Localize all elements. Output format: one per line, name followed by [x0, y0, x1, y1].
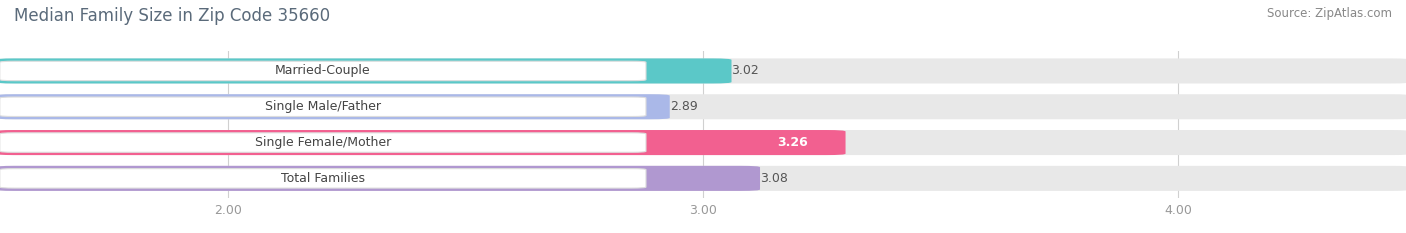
Text: Total Families: Total Families	[281, 172, 366, 185]
Text: 3.02: 3.02	[731, 65, 759, 77]
Text: 3.26: 3.26	[776, 136, 807, 149]
FancyBboxPatch shape	[0, 169, 645, 188]
Text: Single Male/Father: Single Male/Father	[264, 100, 381, 113]
Text: Median Family Size in Zip Code 35660: Median Family Size in Zip Code 35660	[14, 7, 330, 25]
FancyBboxPatch shape	[0, 94, 669, 119]
FancyBboxPatch shape	[0, 130, 845, 155]
Text: 2.89: 2.89	[669, 100, 697, 113]
FancyBboxPatch shape	[0, 58, 1406, 83]
Text: 3.08: 3.08	[761, 172, 787, 185]
Text: Single Female/Mother: Single Female/Mother	[254, 136, 391, 149]
FancyBboxPatch shape	[0, 58, 731, 83]
FancyBboxPatch shape	[0, 61, 645, 81]
Text: Source: ZipAtlas.com: Source: ZipAtlas.com	[1267, 7, 1392, 20]
FancyBboxPatch shape	[0, 94, 1406, 119]
Text: Married-Couple: Married-Couple	[276, 65, 371, 77]
FancyBboxPatch shape	[0, 97, 645, 116]
FancyBboxPatch shape	[0, 166, 1406, 191]
FancyBboxPatch shape	[0, 166, 761, 191]
FancyBboxPatch shape	[0, 130, 1406, 155]
FancyBboxPatch shape	[0, 133, 645, 152]
